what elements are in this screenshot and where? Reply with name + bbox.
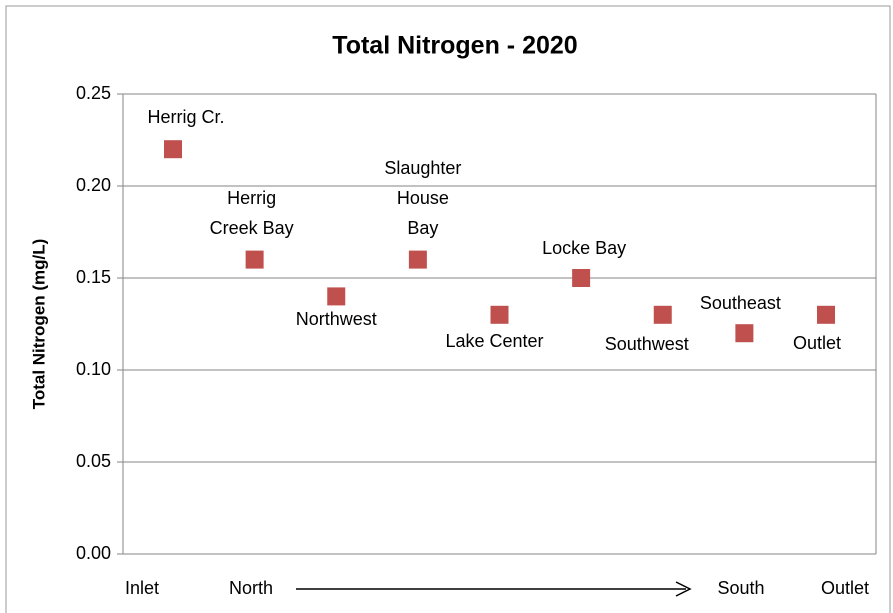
marker — [408, 250, 427, 269]
x-annotation: South — [717, 578, 764, 598]
y-tick-label: 0.25 — [76, 83, 111, 103]
marker — [653, 305, 672, 324]
point-label: Slaughter House Bay — [384, 157, 462, 238]
marker — [245, 250, 264, 269]
arrow-head — [675, 581, 692, 597]
marker — [164, 140, 182, 159]
point-label: Herrig Creek Bay — [209, 187, 294, 238]
marker — [572, 269, 591, 287]
y-tick-label: 0.05 — [76, 451, 111, 471]
point-label: Southeast — [699, 293, 781, 314]
y-tick-label: 0.00 — [76, 543, 111, 563]
x-annotation: Outlet — [821, 578, 869, 598]
y-tick-label: 0.10 — [76, 359, 111, 379]
x-annotation: North — [229, 578, 273, 598]
point-label: Northwest — [295, 309, 377, 330]
marker — [735, 324, 754, 343]
x-annotation: Inlet — [125, 578, 159, 598]
point-label: Herrig Cr. — [147, 107, 225, 128]
point-label: Outlet — [792, 332, 842, 353]
y-axis-label: Total Nitrogen (mg/L) — [29, 239, 48, 410]
point-label: Lake Center — [445, 330, 544, 351]
y-tick-label: 0.15 — [76, 267, 111, 287]
point-label: Locke Bay — [542, 238, 627, 258]
chart-title: Total Nitrogen - 2020 — [332, 32, 577, 60]
point-label: Southwest — [604, 333, 689, 354]
marker — [817, 305, 835, 324]
marker — [327, 287, 346, 306]
chart-border — [5, 5, 891, 613]
y-tick-label: 0.20 — [76, 175, 111, 195]
marker — [490, 305, 509, 324]
